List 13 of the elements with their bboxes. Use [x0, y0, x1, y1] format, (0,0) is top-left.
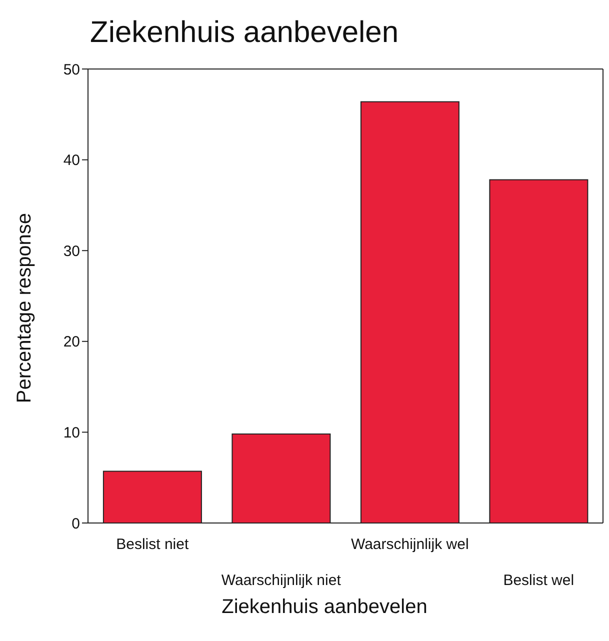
x-tick-label: Beslist wel: [503, 572, 574, 589]
y-tick-label: 40: [63, 152, 80, 170]
x-tick-label: Waarschijnlijk wel: [350, 536, 469, 553]
y-tick-label: 50: [63, 61, 80, 78]
y-tick-label: 20: [63, 334, 80, 351]
x-tick-label: Waarschijnlijk niet: [221, 572, 342, 589]
x-tick-label: Beslist niet: [116, 536, 190, 553]
y-axis-title: Percentage response: [14, 212, 36, 404]
y-tick-label: 30: [63, 242, 80, 260]
x-axis-title: Ziekenhuis aanbevelen: [220, 596, 428, 619]
chart-title: Ziekenhuis aanbevelen: [90, 16, 399, 50]
y-tick-label: 10: [63, 424, 80, 442]
y-tick-label: 0: [72, 515, 80, 532]
